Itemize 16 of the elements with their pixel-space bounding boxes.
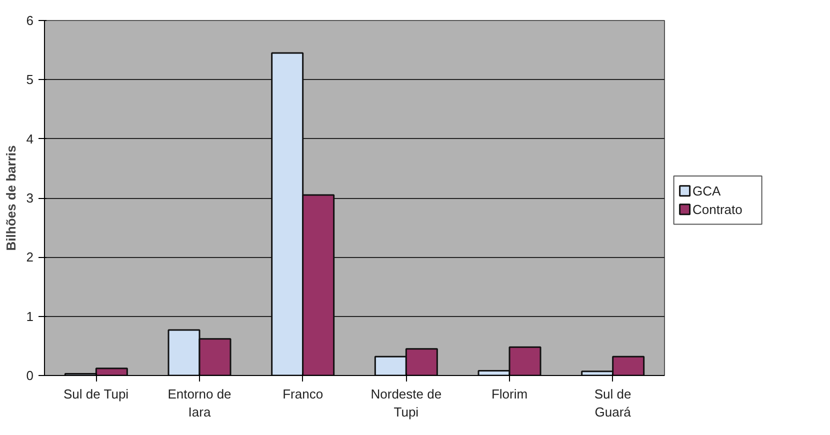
x-tick-label: Franco xyxy=(282,386,324,402)
y-tick-label: 2 xyxy=(26,250,34,265)
y-tick-label: 0 xyxy=(26,368,34,383)
x-tick-label: Florim xyxy=(491,386,528,402)
x-tick-label: Nordeste de Tupi xyxy=(370,386,442,420)
y-tick-label: 6 xyxy=(26,13,34,28)
x-tick-label: Sul de Tupi xyxy=(64,386,129,402)
x-tick-label: Entorno de Iara xyxy=(168,386,232,420)
y-tick-label: 1 xyxy=(26,308,34,324)
legend-label: Contrato xyxy=(692,202,742,217)
x-tick-label: Sul de Guará xyxy=(594,386,632,420)
y-axis-title: Bilhões de barris xyxy=(3,145,18,251)
y-tick-label: 3 xyxy=(26,190,34,206)
y-tick-label: 5 xyxy=(26,72,34,88)
y-tick-label: 4 xyxy=(26,131,34,146)
legend-label: GCA xyxy=(692,183,721,198)
